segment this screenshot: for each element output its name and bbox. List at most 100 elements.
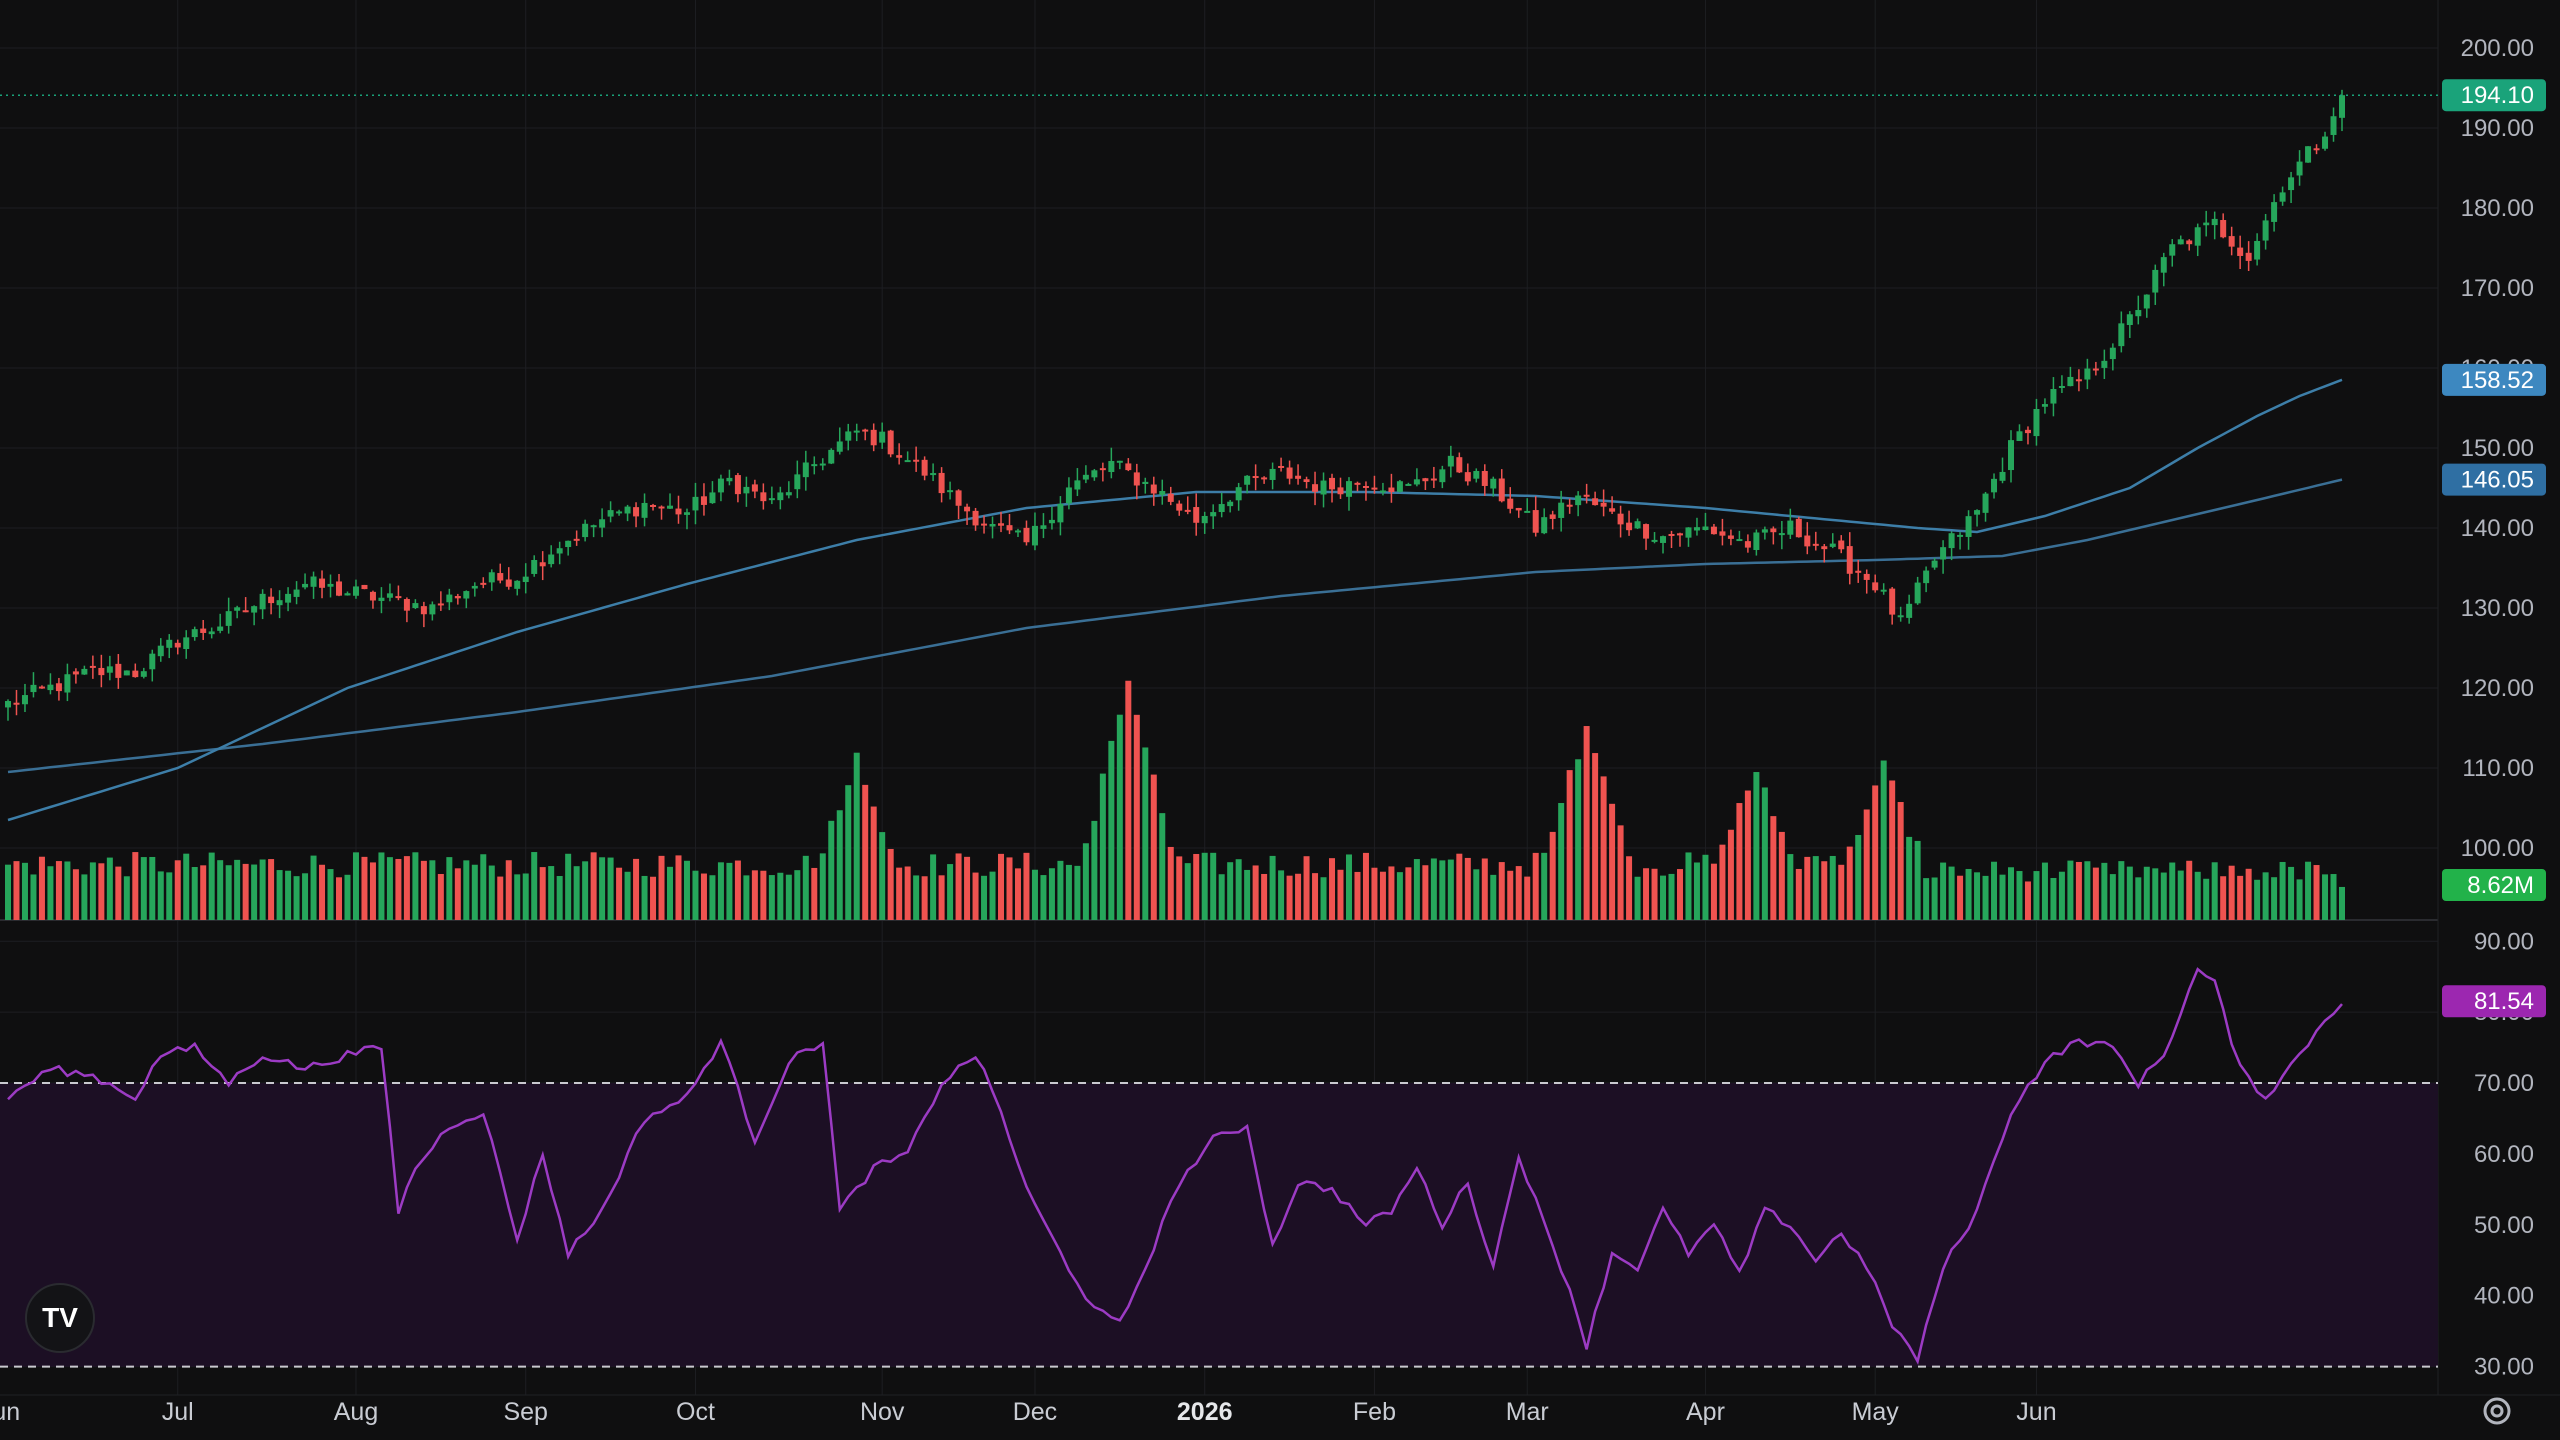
candle-body[interactable] xyxy=(1379,490,1386,493)
candle-body[interactable] xyxy=(47,684,54,691)
candle-body[interactable] xyxy=(2203,222,2210,226)
candle-body[interactable] xyxy=(1498,478,1505,502)
candle-body[interactable] xyxy=(259,593,266,610)
candle-body[interactable] xyxy=(1481,470,1488,486)
candle-body[interactable] xyxy=(1286,467,1293,479)
candle-body[interactable] xyxy=(1770,528,1777,533)
candle-body[interactable] xyxy=(13,702,20,705)
candle-body[interactable] xyxy=(1235,487,1242,501)
candle-body[interactable] xyxy=(1999,471,2006,481)
candle-body[interactable] xyxy=(1099,468,1106,471)
candle-body[interactable] xyxy=(1889,588,1896,615)
candle-body[interactable] xyxy=(1736,539,1743,542)
candle-body[interactable] xyxy=(2339,95,2345,118)
candle-body[interactable] xyxy=(2169,244,2176,256)
candle-body[interactable] xyxy=(768,498,775,501)
candle-body[interactable] xyxy=(633,507,640,517)
candle-body[interactable] xyxy=(285,593,292,603)
candle-body[interactable] xyxy=(2271,202,2278,222)
candle-body[interactable] xyxy=(785,492,792,496)
candle-body[interactable] xyxy=(98,667,105,676)
candle-body[interactable] xyxy=(505,579,512,587)
candle-body[interactable] xyxy=(1269,468,1276,480)
candle-body[interactable] xyxy=(2254,240,2261,260)
candle-body[interactable] xyxy=(1974,510,1981,515)
candle-body[interactable] xyxy=(2279,192,2286,202)
candle-body[interactable] xyxy=(497,573,504,581)
candle-body[interactable] xyxy=(166,639,173,648)
candle-body[interactable] xyxy=(1456,457,1463,473)
candle-body[interactable] xyxy=(1575,495,1582,506)
candle-body[interactable] xyxy=(1184,509,1191,512)
candle-body[interactable] xyxy=(692,496,699,511)
candle-body[interactable] xyxy=(1252,476,1259,479)
candle-body[interactable] xyxy=(726,477,733,482)
candle-body[interactable] xyxy=(1295,475,1302,479)
candle-body[interactable] xyxy=(1320,480,1327,495)
candle-body[interactable] xyxy=(446,594,453,603)
candle-body[interactable] xyxy=(921,459,928,476)
candle-body[interactable] xyxy=(1329,477,1336,490)
candle-body[interactable] xyxy=(2058,385,2065,388)
candle-body[interactable] xyxy=(242,610,249,613)
candle-body[interactable] xyxy=(1201,515,1208,524)
candle-body[interactable] xyxy=(344,593,351,596)
candle-body[interactable] xyxy=(981,523,988,526)
candle-body[interactable] xyxy=(1065,487,1072,504)
candle-body[interactable] xyxy=(1159,491,1166,495)
candle-body[interactable] xyxy=(1218,504,1225,513)
candle-body[interactable] xyxy=(55,683,62,692)
candle-body[interactable] xyxy=(268,596,275,604)
tradingview-logo-icon[interactable] xyxy=(25,1283,95,1353)
candle-body[interactable] xyxy=(403,599,410,611)
candle-body[interactable] xyxy=(845,431,852,441)
candle-body[interactable] xyxy=(2041,404,2048,407)
candle-body[interactable] xyxy=(1719,531,1726,536)
candle-body[interactable] xyxy=(599,519,606,528)
candle-body[interactable] xyxy=(327,583,334,587)
candle-body[interactable] xyxy=(1685,527,1692,538)
candle-body[interactable] xyxy=(2143,294,2150,309)
candle-body[interactable] xyxy=(72,671,79,675)
candle-body[interactable] xyxy=(819,463,826,466)
candle-body[interactable] xyxy=(2262,220,2269,241)
candle-body[interactable] xyxy=(641,502,648,518)
candle-body[interactable] xyxy=(1965,516,1972,537)
candle-body[interactable] xyxy=(607,510,614,517)
candle-body[interactable] xyxy=(1727,535,1734,539)
candle-body[interactable] xyxy=(395,596,402,599)
candle-body[interactable] xyxy=(955,490,962,506)
candle-body[interactable] xyxy=(1923,570,1930,584)
candle-body[interactable] xyxy=(437,603,444,606)
candle-body[interactable] xyxy=(471,585,478,589)
candle-body[interactable] xyxy=(1430,478,1437,481)
candle-body[interactable] xyxy=(1337,487,1344,495)
candle-body[interactable] xyxy=(183,637,190,650)
candle-body[interactable] xyxy=(1872,582,1879,591)
candle-body[interactable] xyxy=(1133,472,1140,486)
candle-body[interactable] xyxy=(225,611,232,626)
candle-body[interactable] xyxy=(480,582,487,585)
candle-body[interactable] xyxy=(1150,484,1157,494)
candle-body[interactable] xyxy=(174,642,181,648)
candle-body[interactable] xyxy=(1014,530,1021,533)
candle-body[interactable] xyxy=(938,472,945,494)
candle-body[interactable] xyxy=(208,631,215,635)
candle-body[interactable] xyxy=(1549,514,1556,519)
candle-body[interactable] xyxy=(717,478,724,493)
candle-body[interactable] xyxy=(667,505,674,509)
candle-body[interactable] xyxy=(828,449,835,464)
candle-body[interactable] xyxy=(887,430,894,455)
candle-body[interactable] xyxy=(802,462,809,478)
candle-body[interactable] xyxy=(1278,465,1285,468)
candle-body[interactable] xyxy=(1261,477,1268,480)
candle-body[interactable] xyxy=(1710,526,1717,535)
candle-body[interactable] xyxy=(1643,524,1650,539)
candle-body[interactable] xyxy=(1838,540,1845,550)
candle-body[interactable] xyxy=(2092,368,2099,371)
candle-body[interactable] xyxy=(2067,376,2074,387)
candle-body[interactable] xyxy=(1787,520,1794,535)
candle-body[interactable] xyxy=(386,593,393,598)
candle-body[interactable] xyxy=(420,606,427,615)
candle-body[interactable] xyxy=(369,591,376,601)
